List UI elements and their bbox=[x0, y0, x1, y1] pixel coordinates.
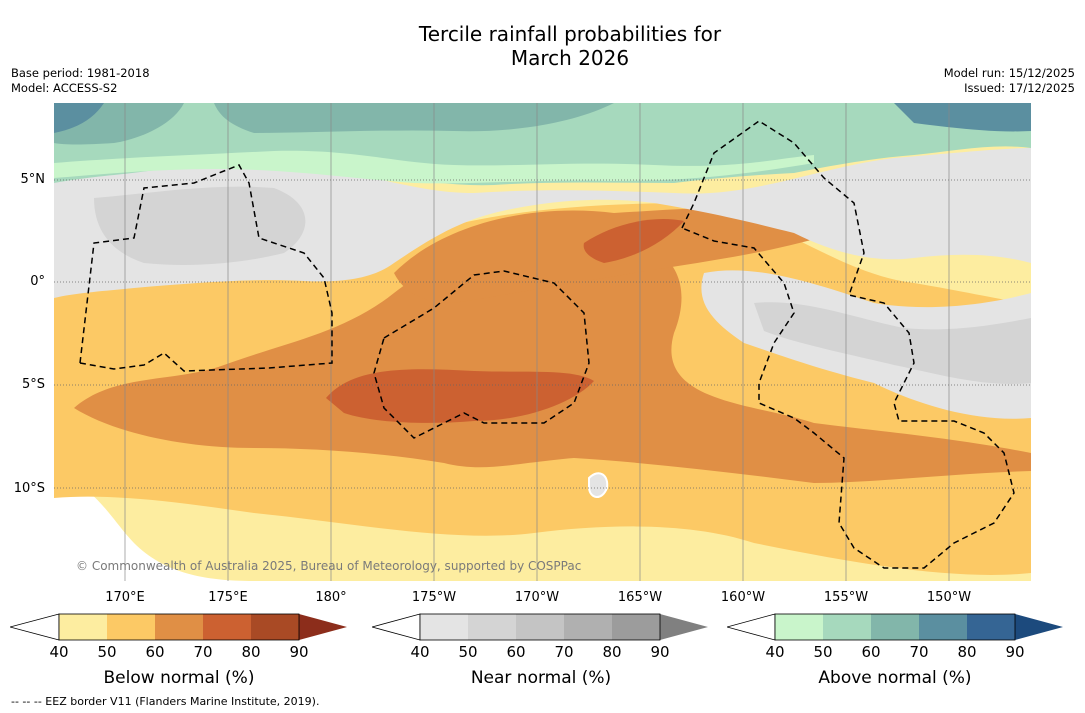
cbar2-swatch-3 bbox=[564, 614, 612, 640]
cbar3-tick-70: 70 bbox=[909, 643, 929, 661]
cbar3-tick-50: 50 bbox=[813, 643, 833, 661]
cbar1-tick-60: 60 bbox=[145, 643, 165, 661]
model-name: Model: ACCESS-S2 bbox=[11, 81, 118, 95]
cbar1-right-arrow bbox=[299, 614, 347, 640]
cbar2-left-arrow bbox=[372, 613, 421, 641]
title-line-1: Tercile rainfall probabilities for bbox=[418, 22, 722, 46]
colorbar-near-normal-label: Near normal (%) bbox=[470, 668, 612, 688]
lon-label-170e: 170°E bbox=[105, 590, 145, 605]
cbar1-tick-70: 70 bbox=[193, 643, 213, 661]
graticule bbox=[54, 179, 1031, 489]
lon-label-165w: 165°W bbox=[617, 590, 663, 605]
map-canvas bbox=[54, 103, 1031, 581]
below-normal-70-north-region bbox=[583, 219, 684, 263]
lat-label-5s: 5°S bbox=[21, 377, 45, 392]
cbar3-tick-90: 90 bbox=[1005, 643, 1025, 661]
colorbar-below-normal-label: Below normal (%) bbox=[103, 668, 255, 688]
lat-label-5n: 5°N bbox=[20, 172, 46, 187]
cbar1-swatch-4 bbox=[251, 614, 299, 640]
near-normal-40-north-region bbox=[54, 148, 1031, 298]
copyright-notice: © Commonwealth of Australia 2025, Bureau… bbox=[76, 559, 582, 573]
cbar3-swatch-4 bbox=[967, 614, 1015, 640]
lon-label-155w: 155°W bbox=[823, 590, 869, 605]
issued-date: Issued: 17/12/2025 bbox=[964, 81, 1075, 95]
lat-label-10s: 10°S bbox=[13, 481, 45, 496]
below-normal-70-region bbox=[326, 369, 594, 423]
rainfall-map: © Commonwealth of Australia 2025, Bureau… bbox=[54, 103, 1031, 581]
cbar3-tick-60: 60 bbox=[861, 643, 881, 661]
colorbar-above-normal-label: Above normal (%) bbox=[818, 668, 972, 688]
cbar2-swatch-2 bbox=[516, 614, 564, 640]
colorbar-above-normal bbox=[727, 613, 1063, 641]
cbar2-right-arrow bbox=[660, 614, 708, 640]
lon-label-170w: 170°W bbox=[514, 590, 560, 605]
lat-label-0: 0° bbox=[30, 274, 45, 289]
cbar3-swatch-1 bbox=[823, 614, 871, 640]
cbar1-swatch-0 bbox=[59, 614, 107, 640]
lon-label-175w: 175°W bbox=[411, 590, 457, 605]
below-normal-60-region bbox=[74, 238, 1031, 483]
cbar1-tick-80: 80 bbox=[241, 643, 261, 661]
meta-right: Model run: 15/12/2025 Issued: 17/12/2025 bbox=[944, 66, 1075, 96]
lon-label-150w: 150°W bbox=[926, 590, 972, 605]
cbar1-tick-40: 40 bbox=[49, 643, 69, 661]
meridians bbox=[124, 103, 950, 581]
cbar1-left-arrow bbox=[10, 613, 60, 641]
cbar1-tick-50: 50 bbox=[97, 643, 117, 661]
base-period: Base period: 1981-2018 bbox=[11, 66, 150, 80]
colorbar-near-normal bbox=[372, 613, 708, 641]
cbar3-tick-80: 80 bbox=[957, 643, 977, 661]
cbar1-swatch-1 bbox=[107, 614, 155, 640]
cbar2-swatch-0 bbox=[420, 614, 468, 640]
near-normal-50-east-region bbox=[754, 302, 1031, 384]
meta-left: Base period: 1981-2018 Model: ACCESS-S2 bbox=[11, 66, 150, 96]
cbar1-swatch-2 bbox=[155, 614, 203, 640]
above-normal-70-region bbox=[894, 103, 1031, 132]
near-normal-island bbox=[588, 472, 609, 498]
lon-label-175e: 175°E bbox=[208, 590, 248, 605]
above-normal-70-west-region bbox=[54, 103, 104, 133]
model-run: Model run: 15/12/2025 bbox=[943, 66, 1075, 80]
no-signal-region bbox=[54, 473, 254, 581]
cbar2-tick-70: 70 bbox=[554, 643, 574, 661]
cbar2-tick-40: 40 bbox=[410, 643, 430, 661]
chart-title: Tercile rainfall probabilities for March… bbox=[0, 22, 1085, 70]
cbar3-tick-40: 40 bbox=[765, 643, 785, 661]
cbar3-swatch-0 bbox=[775, 614, 823, 640]
cbar3-right-arrow bbox=[1015, 614, 1063, 640]
eez-borders bbox=[79, 120, 1015, 569]
title-line-2: March 2026 bbox=[510, 46, 630, 70]
cbar1-tick-90: 90 bbox=[289, 643, 309, 661]
cbar2-tick-50: 50 bbox=[458, 643, 478, 661]
above-normal-60-region bbox=[214, 103, 614, 133]
eez-footnote: -- -- -- EEZ border V11 (Flanders Marine… bbox=[11, 695, 320, 708]
cbar1-swatch-3 bbox=[203, 614, 251, 640]
lon-label-180: 180° bbox=[315, 590, 347, 605]
cbar3-swatch-3 bbox=[919, 614, 967, 640]
lon-label-160w: 160°W bbox=[720, 590, 766, 605]
cbar3-left-arrow bbox=[727, 613, 776, 641]
cbar2-swatch-1 bbox=[468, 614, 516, 640]
near-normal-50-north-region bbox=[94, 186, 306, 265]
colorbar-below-normal bbox=[10, 613, 347, 641]
cbar2-tick-60: 60 bbox=[506, 643, 526, 661]
cbar2-tick-90: 90 bbox=[650, 643, 670, 661]
cbar3-swatch-2 bbox=[871, 614, 919, 640]
cbar2-swatch-4 bbox=[612, 614, 660, 640]
cbar2-tick-80: 80 bbox=[602, 643, 622, 661]
